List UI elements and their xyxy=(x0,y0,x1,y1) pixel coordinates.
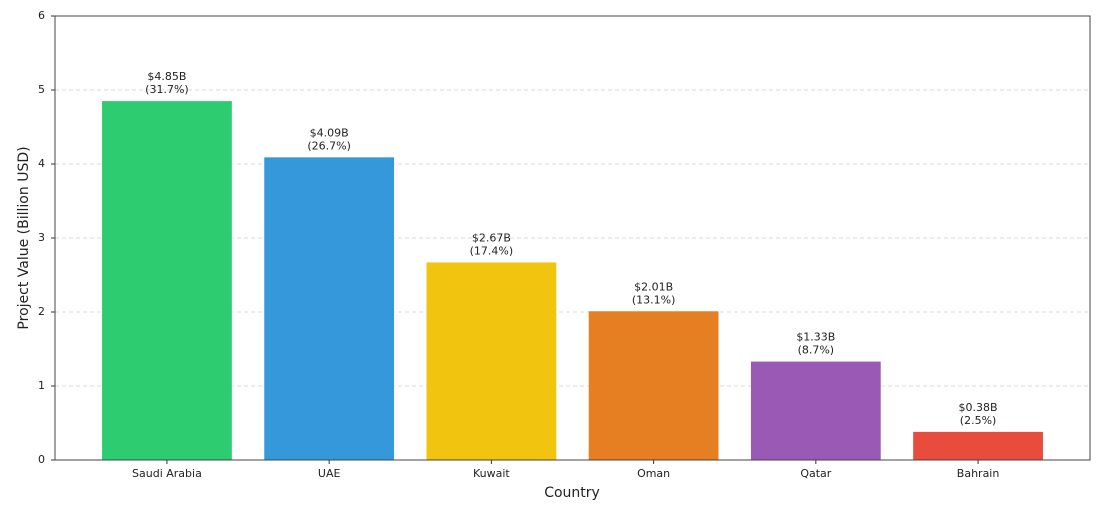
bar xyxy=(426,262,557,460)
y-tick-label: 3 xyxy=(38,231,45,244)
y-tick-label: 4 xyxy=(38,157,45,170)
share-label: (17.4%) xyxy=(470,244,514,257)
bar xyxy=(102,101,232,460)
value-label: $4.09B xyxy=(310,126,349,139)
value-label: $2.67B xyxy=(472,231,511,244)
x-tick-label: Saudi Arabia xyxy=(132,467,202,480)
x-tick-label: UAE xyxy=(318,467,341,480)
y-tick-label: 0 xyxy=(38,453,45,466)
y-axis-title: Project Value (Billion USD) xyxy=(16,146,32,329)
bar xyxy=(750,361,881,460)
bar xyxy=(913,431,1043,460)
plot-frame xyxy=(54,15,1091,461)
x-tick-label: Bahrain xyxy=(957,467,1000,480)
x-tick-label: Oman xyxy=(637,467,670,480)
y-tick-label: 5 xyxy=(38,83,45,96)
value-label: $4.85B xyxy=(147,70,186,83)
value-label: $2.01B xyxy=(634,280,673,293)
x-tick-label: Qatar xyxy=(800,467,831,480)
value-label: $1.33B xyxy=(796,331,835,344)
value-label: $0.38B xyxy=(959,401,998,414)
share-label: (8.7%) xyxy=(798,344,835,357)
y-tick-label: 1 xyxy=(38,379,45,392)
share-label: (31.7%) xyxy=(145,83,189,96)
y-tick-label: 2 xyxy=(38,305,45,318)
bar xyxy=(264,157,395,460)
bar xyxy=(588,311,719,460)
share-label: (2.5%) xyxy=(960,414,997,427)
share-label: (13.1%) xyxy=(632,293,676,306)
share-label: (26.7%) xyxy=(307,139,351,152)
x-axis-title: Country xyxy=(544,485,600,501)
x-tick-label: Kuwait xyxy=(473,467,510,480)
y-tick-label: 6 xyxy=(38,9,45,22)
